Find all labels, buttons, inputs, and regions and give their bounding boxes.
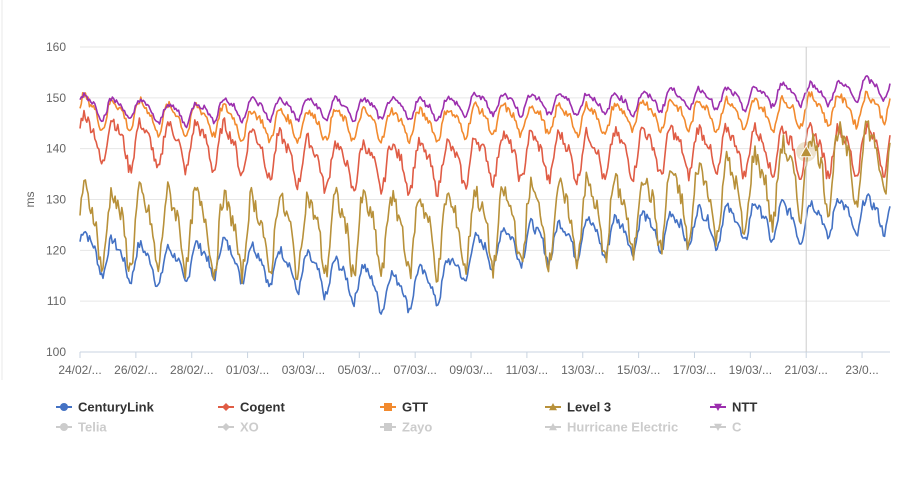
legend-label: Cogent: [240, 400, 285, 415]
y-tick-label: 140: [46, 142, 66, 156]
x-tick-label: 23/0...: [845, 363, 878, 377]
legend-triangle-icon: [549, 423, 557, 431]
x-tick-label: 05/03/...: [338, 363, 381, 377]
y-tick-label: 160: [46, 40, 66, 54]
legend-label: GTT: [402, 400, 428, 415]
legend-triangle-down-icon: [714, 423, 722, 431]
series-layer: [79, 47, 891, 352]
legend-triangle-down-icon: [714, 403, 722, 411]
legend-label: Level 3: [567, 400, 611, 415]
x-tick-label: 26/02/...: [114, 363, 157, 377]
legend-label: Hurricane Electric: [567, 420, 678, 435]
axis-layer: 100 110 120 130 140 150 160 ms 24/02/... 26/02/..…: [23, 40, 879, 377]
x-tick-label: 17/03/...: [673, 363, 716, 377]
x-tick-label: 01/03/...: [226, 363, 269, 377]
series-line-centurylink[interactable]: [79, 193, 891, 315]
legend-item-hurricane-electric[interactable]: Hurricane Electric: [545, 420, 678, 435]
legend-label: C: [732, 420, 742, 435]
legend-diamond-icon: [222, 423, 230, 431]
legend-item-level-3[interactable]: Level 3: [545, 400, 611, 415]
legend-item-centurylink[interactable]: CenturyLink: [56, 400, 155, 415]
x-tick-label: 03/03/...: [282, 363, 325, 377]
y-tick-label: 150: [46, 91, 66, 105]
legend-label: CenturyLink: [78, 400, 155, 415]
series-line-ntt[interactable]: [79, 75, 891, 129]
x-tick-label: 19/03/...: [729, 363, 772, 377]
legend-label: NTT: [732, 400, 757, 415]
y-tick-label: 100: [46, 345, 66, 359]
legend-diamond-icon: [222, 403, 230, 411]
legend-item-c[interactable]: C: [710, 420, 742, 435]
series-line-gtt[interactable]: [79, 90, 891, 145]
series-line-level-3[interactable]: [79, 120, 891, 285]
legend-label: XO: [240, 420, 259, 435]
legend: CenturyLink Cogent GTT Level 3 NTT Telia XO Zay…: [56, 400, 757, 435]
y-tick-label: 120: [46, 243, 66, 257]
legend-item-cogent[interactable]: Cogent: [218, 400, 285, 415]
legend-item-ntt[interactable]: NTT: [710, 400, 757, 415]
y-tick-label: 130: [46, 193, 66, 207]
x-tick-label: 11/03/...: [506, 363, 548, 377]
highlight-marker[interactable]: [799, 144, 814, 158]
series-line-cogent[interactable]: [79, 109, 891, 198]
y-axis-title: ms: [23, 192, 37, 208]
legend-item-xo[interactable]: XO: [218, 420, 259, 435]
y-tick-label: 110: [47, 294, 66, 308]
legend-circle-icon: [60, 403, 68, 411]
x-tick-label: 13/03/...: [561, 363, 604, 377]
legend-item-zayo[interactable]: Zayo: [380, 420, 432, 435]
legend-triangle-icon: [549, 403, 557, 411]
legend-label: Telia: [78, 420, 107, 435]
x-tick-label: 28/02/...: [170, 363, 213, 377]
x-tick-label: 07/03/...: [393, 363, 436, 377]
legend-label: Zayo: [402, 420, 432, 435]
x-tick-label: 15/03/...: [617, 363, 660, 377]
legend-item-telia[interactable]: Telia: [56, 420, 107, 435]
legend-square-icon: [384, 423, 392, 431]
legend-circle-icon: [60, 423, 68, 431]
x-tick-label: 09/03/...: [449, 363, 492, 377]
legend-item-gtt[interactable]: GTT: [380, 400, 428, 415]
legend-square-icon: [384, 403, 392, 411]
x-tick-label: 21/03/...: [785, 363, 828, 377]
x-tick-label: 24/02/...: [58, 363, 101, 377]
